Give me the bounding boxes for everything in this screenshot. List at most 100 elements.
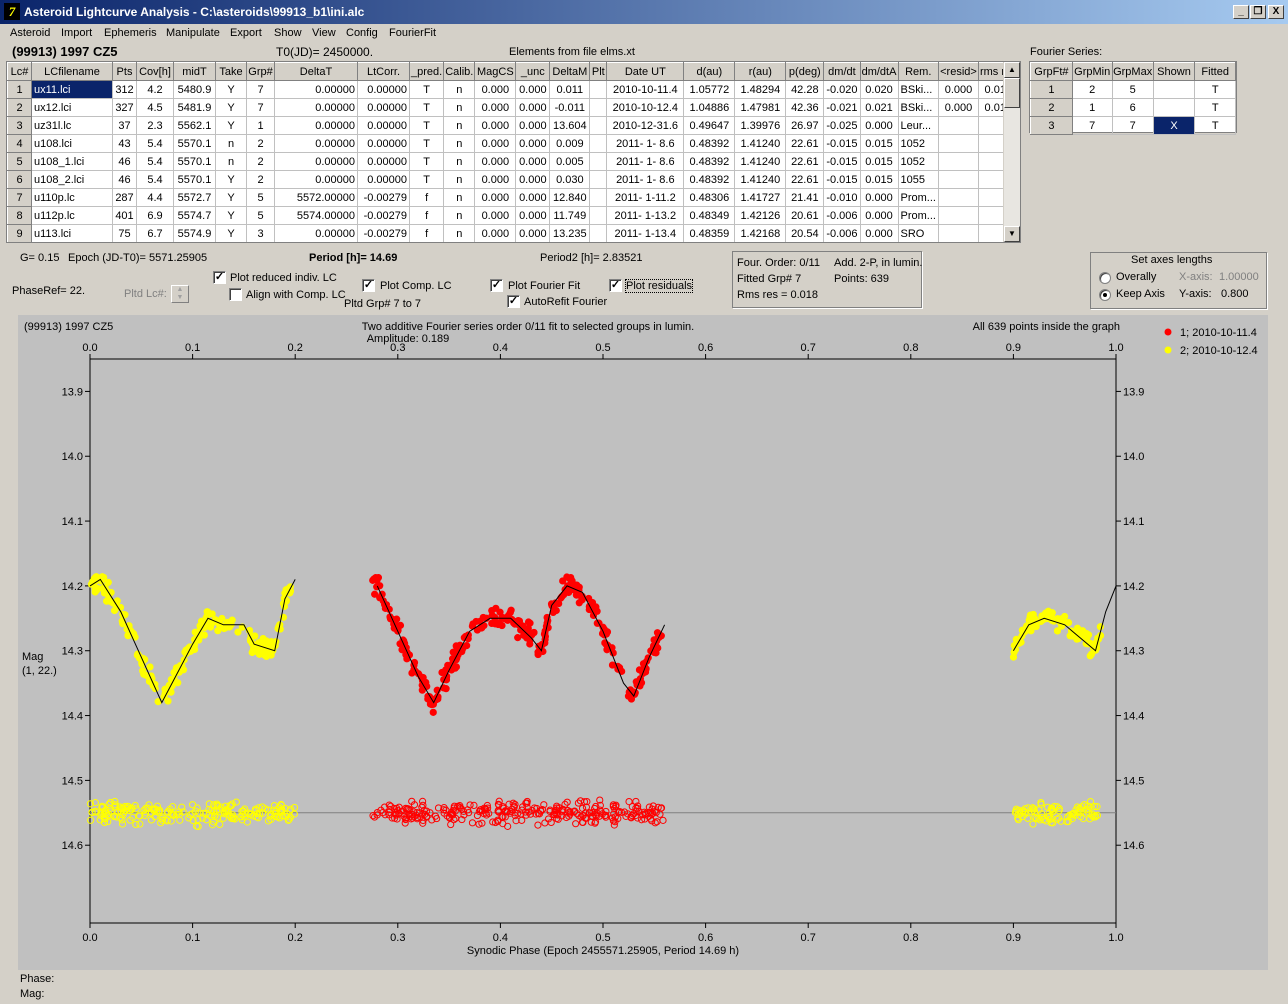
table-cell[interactable]: 1052 (897, 152, 939, 171)
table-cell[interactable]: 5480.9 (173, 80, 216, 99)
table-cell[interactable]: 0.000 (937, 80, 979, 99)
menu-show[interactable]: Show (274, 27, 302, 39)
table-cell[interactable]: -0.006 (823, 206, 861, 225)
table-cell[interactable]: 1.39976 (734, 116, 787, 135)
table-cell[interactable]: 0.00000 (274, 98, 358, 117)
table-cell[interactable]: T (408, 116, 445, 135)
table-cell[interactable]: ux12.lci (31, 98, 113, 117)
table-cell[interactable]: -0.00279 (357, 188, 410, 207)
fourier-cell[interactable]: 5 (1111, 80, 1154, 99)
table-cell[interactable]: n (443, 98, 476, 117)
table-cell[interactable]: 26.97 (785, 116, 825, 135)
table-cell[interactable]: 0.021 (859, 98, 899, 117)
row-number[interactable]: 4 (7, 134, 32, 153)
table-cell[interactable]: 0.000 (515, 206, 551, 225)
row-number[interactable]: 8 (7, 206, 32, 225)
fourier-column-header[interactable]: GrpFt# (1030, 62, 1073, 81)
table-cell[interactable]: n (443, 152, 476, 171)
scroll-thumb[interactable] (1004, 78, 1020, 108)
table-cell[interactable]: BSki... (897, 80, 939, 99)
table-cell[interactable]: u110p.lc (31, 188, 113, 207)
table-cell[interactable] (589, 224, 608, 242)
table-cell[interactable]: 1.42168 (734, 224, 787, 242)
table-cell[interactable]: 0.000 (474, 206, 517, 225)
table-cell[interactable]: 0.000 (859, 206, 899, 225)
fourier-cell[interactable]: X (1152, 116, 1196, 135)
table-cell[interactable]: 0.49647 (683, 116, 736, 135)
table-row[interactable]: 7 u110p.lc 287 4.4 5572.7 Y 5 5572.00000 -0.0027… (7, 188, 1019, 207)
table-cell[interactable] (589, 152, 608, 171)
table-cell[interactable]: 0.000 (474, 80, 517, 99)
table-cell[interactable] (937, 116, 979, 135)
fourier-column-header[interactable]: GrpMax (1111, 62, 1154, 81)
table-cell[interactable]: -0.006 (823, 224, 861, 242)
menu-export[interactable]: Export (230, 27, 262, 39)
table-cell[interactable]: Prom... (897, 188, 939, 207)
lightcurve-table[interactable]: Lc# LCfilename Pts Cov[h] midT Take Grp# DeltaT… (6, 61, 1021, 243)
table-cell[interactable]: f (408, 224, 445, 242)
table-cell[interactable]: 0.000 (474, 98, 517, 117)
table-cell[interactable]: n (443, 188, 476, 207)
table-cell[interactable]: 7 (246, 98, 275, 117)
row-number[interactable]: 5 (7, 152, 32, 171)
table-cell[interactable]: Leur... (897, 116, 939, 135)
table-cell[interactable]: 0.48349 (683, 206, 736, 225)
row-number[interactable]: 6 (7, 170, 32, 189)
table-cell[interactable]: 1.42126 (734, 206, 787, 225)
table-cell[interactable]: 5481.9 (173, 98, 216, 117)
table-cell[interactable]: 401 (112, 206, 137, 225)
table-cell[interactable]: 2010-12-31.6 (606, 116, 685, 135)
plot-fourier-checkbox[interactable]: ✓ (490, 279, 503, 292)
table-cell[interactable]: 0.000 (859, 116, 899, 135)
column-header[interactable]: LtCorr. (357, 62, 410, 81)
column-header[interactable]: _unc (515, 62, 551, 81)
column-header[interactable]: Date UT (606, 62, 685, 81)
table-cell[interactable]: 0.000 (515, 116, 551, 135)
table-cell[interactable]: 0.00000 (274, 134, 358, 153)
table-cell[interactable]: 42.36 (785, 98, 825, 117)
table-cell[interactable]: 0.009 (549, 134, 591, 153)
table-cell[interactable]: 5.4 (136, 170, 174, 189)
table-cell[interactable]: -0.020 (823, 80, 861, 99)
menu-ephemeris[interactable]: Ephemeris (104, 27, 157, 39)
table-cell[interactable]: T (408, 152, 445, 171)
table-cell[interactable]: 11.749 (549, 206, 591, 225)
table-cell[interactable]: u113.lci (31, 224, 113, 242)
column-header[interactable]: DeltaM (549, 62, 591, 81)
table-cell[interactable]: 0.000 (474, 188, 517, 207)
table-cell[interactable]: -0.021 (823, 98, 861, 117)
table-cell[interactable]: 0.000 (474, 116, 517, 135)
table-cell[interactable]: 5574.9 (173, 224, 216, 242)
autorefit-checkbox[interactable]: ✓ (507, 295, 520, 308)
table-cell[interactable]: 5572.7 (173, 188, 216, 207)
column-header[interactable]: Cov[h] (136, 62, 174, 81)
table-cell[interactable] (937, 170, 979, 189)
fourier-cell[interactable]: 7 (1071, 116, 1113, 135)
scroll-up-icon[interactable]: ▲ (1004, 62, 1020, 78)
table-cell[interactable]: 1.05772 (683, 80, 736, 99)
table-cell[interactable]: 46 (112, 152, 137, 171)
fourier-column-header[interactable]: Shown (1152, 62, 1196, 81)
table-cell[interactable]: 0.000 (515, 170, 551, 189)
table-cell[interactable]: 5 (246, 188, 275, 207)
table-cell[interactable]: T (408, 80, 445, 99)
align-comp-checkbox[interactable] (229, 288, 242, 301)
table-cell[interactable]: 0.00000 (357, 80, 410, 99)
table-cell[interactable]: 2 (246, 134, 275, 153)
table-cell[interactable]: 0.00000 (274, 170, 358, 189)
table-cell[interactable]: 0.000 (515, 134, 551, 153)
table-cell[interactable]: n (443, 170, 476, 189)
plot-reduced-checkbox[interactable]: ✓ (213, 271, 226, 284)
table-cell[interactable]: 0.48392 (683, 152, 736, 171)
menu-view[interactable]: View (312, 27, 336, 39)
table-cell[interactable]: 327 (112, 98, 137, 117)
table-cell[interactable] (589, 116, 608, 135)
table-cell[interactable]: f (408, 188, 445, 207)
fourier-cell[interactable]: T (1194, 80, 1236, 99)
fourier-cell[interactable]: T (1194, 116, 1236, 135)
